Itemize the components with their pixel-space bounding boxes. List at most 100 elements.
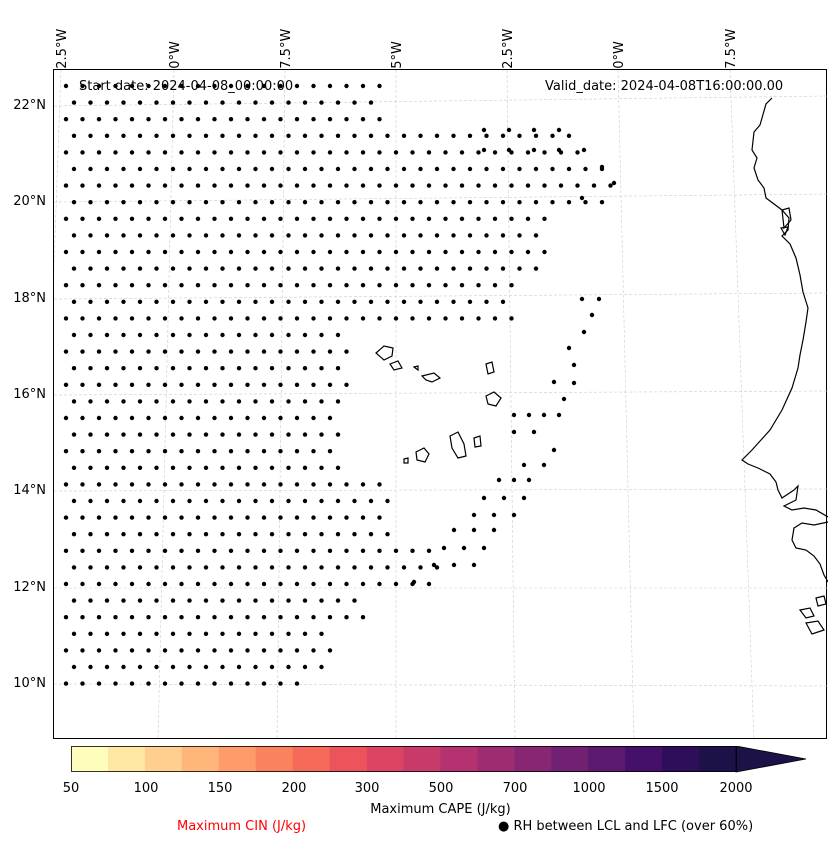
map-panel[interactable]: Start date: 2024-04-08_00:00:00 Valid_da…: [53, 69, 828, 740]
rh-dot: [467, 133, 473, 138]
rh-dot: [146, 581, 151, 587]
coast-inlet-small: [780, 226, 789, 237]
rh-dot: [571, 362, 577, 368]
colorbar-border: [71, 746, 737, 772]
rh-dot: [526, 477, 532, 483]
rh-dot: [236, 598, 242, 603]
rh-dot: [220, 100, 225, 105]
rh-dot: [269, 332, 275, 338]
rh-dot: [170, 266, 176, 271]
rh-dot: [137, 532, 143, 537]
rh-dot: [212, 648, 217, 653]
rh-dot: [261, 681, 267, 686]
rh-dot: [491, 512, 497, 518]
rh-dot: [385, 200, 390, 205]
rh-dot: [596, 296, 602, 302]
rh-dot: [319, 631, 324, 636]
rh-dot: [236, 233, 242, 238]
rh-dot: [71, 631, 77, 636]
rh-dot: [71, 266, 77, 271]
rh-dot: [220, 664, 225, 670]
rh-dot: [104, 266, 110, 271]
rh-dot: [476, 283, 481, 288]
rh-dot: [63, 648, 69, 653]
rh-dot: [476, 216, 481, 221]
rh-dot: [137, 233, 143, 238]
rh-dot: [187, 233, 192, 238]
rh-dot: [253, 332, 258, 338]
rh-dot: [212, 349, 217, 354]
rh-dot: [170, 399, 176, 404]
meridian-gridline: [276, 70, 286, 740]
rh-dot: [195, 482, 201, 487]
coast-island-south-b: [805, 620, 825, 635]
colorbar-tick-50: 50: [62, 781, 80, 796]
rh-dot: [63, 515, 69, 520]
rh-dot: [261, 117, 267, 122]
rh-dot: [368, 233, 374, 238]
rh-dot: [203, 498, 209, 504]
rh-dot: [459, 283, 465, 288]
rh-dot: [96, 615, 102, 620]
rh-dot: [319, 532, 324, 537]
rh-dot: [71, 432, 77, 437]
rh-dot: [418, 166, 423, 172]
rh-dot: [319, 299, 324, 304]
rh-dot: [129, 615, 135, 620]
rh-dot: [88, 100, 93, 105]
rh-dot: [500, 266, 506, 271]
rh-dot: [71, 133, 77, 138]
rh-dot: [195, 548, 201, 553]
rh-dot: [509, 283, 514, 288]
rh-dot: [335, 266, 341, 271]
rh-dot: [162, 183, 168, 188]
cape-colorbar: [71, 746, 807, 773]
rh-dot: [344, 615, 349, 620]
rh-dot: [80, 183, 85, 188]
rh-dot: [319, 200, 324, 205]
rh-dot: [236, 498, 242, 504]
rh-dot: [113, 382, 118, 387]
rh-dot: [401, 166, 407, 172]
rh-dot: [104, 332, 110, 338]
rh-dot: [228, 183, 234, 188]
rh-dot: [294, 183, 300, 188]
rh-dot: [236, 432, 242, 437]
rh-dot: [88, 664, 93, 670]
rh-dot: [426, 316, 432, 321]
rh-dot: [170, 366, 176, 371]
rh-dot: [344, 349, 349, 354]
rh-dot: [195, 615, 201, 620]
rh-dot: [121, 299, 126, 304]
rh-dot: [269, 664, 275, 670]
rh-dot: [352, 133, 357, 138]
rh-dot: [187, 266, 192, 271]
rh-dot: [269, 598, 275, 603]
rh-dot: [377, 249, 382, 255]
rh-dot: [195, 515, 201, 520]
rh-dot: [327, 615, 333, 620]
rh-dot: [327, 349, 333, 354]
rh-dot: [311, 216, 316, 221]
rh-dot: [212, 615, 217, 620]
rh-dot: [579, 296, 585, 302]
rh-dot: [245, 449, 250, 454]
rh-dot: [278, 83, 283, 89]
rh-dot: [491, 527, 497, 533]
rh-dot: [368, 133, 374, 138]
rh-dot: [179, 449, 184, 454]
rh-dot: [129, 316, 135, 321]
rh-dot: [220, 432, 225, 437]
rh-dot: [80, 83, 85, 89]
rh-dot: [476, 249, 481, 255]
rh-dot: [393, 283, 399, 288]
rh-dot: [104, 399, 110, 404]
rh-dot: [311, 316, 316, 321]
rh-dot: [195, 249, 201, 255]
rh-dot: [319, 233, 324, 238]
rh-dot: [88, 233, 93, 238]
rh-dot: [113, 349, 118, 354]
rh-dot: [426, 216, 432, 221]
rh-dot: [63, 83, 69, 89]
rh-dot: [146, 283, 151, 288]
